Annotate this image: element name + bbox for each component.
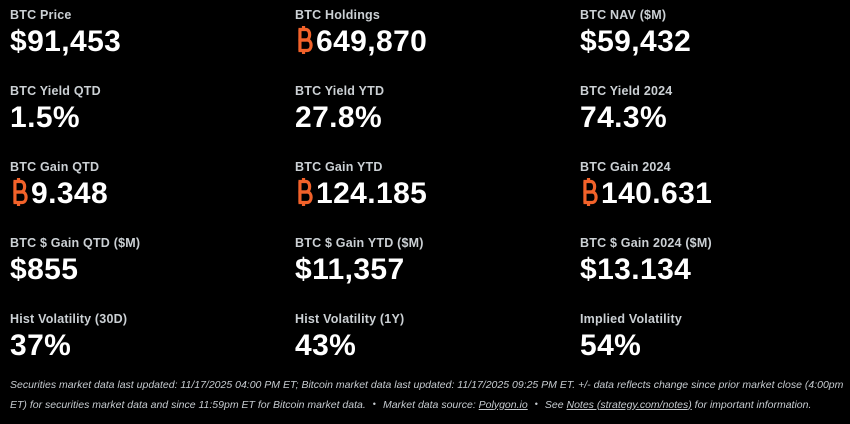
metric-number: 649,870 bbox=[316, 25, 428, 58]
metric-cell: BTC Yield YTD 27.8% bbox=[295, 84, 580, 160]
metric-label: BTC Yield QTD bbox=[10, 84, 101, 98]
currency-prefix: $ bbox=[10, 253, 28, 286]
metric-cell: BTC Price $91,453 bbox=[10, 8, 295, 84]
metric-value: $13.134 bbox=[580, 254, 850, 286]
metric-value: $855 bbox=[10, 254, 295, 286]
bitcoin-icon bbox=[295, 178, 315, 206]
metric-label: BTC $ Gain QTD ($M) bbox=[10, 236, 141, 250]
metric-cell: Hist Volatility (30D) 37% bbox=[10, 312, 295, 388]
metric-number: 27.8% bbox=[295, 101, 383, 134]
metric-label: Hist Volatility (30D) bbox=[10, 312, 128, 326]
metric-label: BTC NAV ($M) bbox=[580, 8, 667, 22]
metric-value: $11,357 bbox=[295, 254, 580, 286]
notes-link[interactable]: Notes (strategy.com/notes) bbox=[566, 398, 692, 411]
bullet-separator: • bbox=[534, 398, 538, 409]
metric-cell: Implied Volatility 54% bbox=[580, 312, 850, 388]
metric-cell: BTC Gain YTD 124.185 bbox=[295, 160, 580, 236]
metric-value: $59,432 bbox=[580, 26, 850, 58]
currency-prefix: $ bbox=[295, 253, 313, 286]
metric-value: 9.348 bbox=[10, 178, 295, 210]
metric-number: 43% bbox=[295, 329, 357, 362]
metric-value: $91,453 bbox=[10, 26, 295, 58]
bitcoin-icon bbox=[295, 26, 315, 54]
metric-number: 91,453 bbox=[27, 25, 122, 58]
metric-label: BTC Gain QTD bbox=[10, 160, 100, 174]
metric-value: 124.185 bbox=[295, 178, 580, 210]
metric-label: BTC $ Gain YTD ($M) bbox=[295, 236, 424, 250]
metric-value: 649,870 bbox=[295, 26, 580, 58]
metric-cell: BTC $ Gain 2024 ($M) $13.134 bbox=[580, 236, 850, 312]
currency-prefix: $ bbox=[580, 25, 598, 58]
bullet-separator: • bbox=[372, 398, 376, 409]
footer-notes-prefix: See bbox=[544, 398, 567, 411]
metric-number: 13.134 bbox=[597, 253, 692, 286]
metric-value: 54% bbox=[580, 330, 850, 362]
currency-prefix: $ bbox=[10, 25, 28, 58]
metrics-grid: BTC Price $91,453 BTC Holdings 649,870 B… bbox=[10, 8, 850, 388]
metric-cell: BTC Yield 2024 74.3% bbox=[580, 84, 850, 160]
metric-number: 124.185 bbox=[316, 177, 428, 210]
metric-number: 140.631 bbox=[601, 177, 713, 210]
metric-label: BTC Gain 2024 bbox=[580, 160, 671, 174]
metric-label: BTC Yield YTD bbox=[295, 84, 385, 98]
metric-cell: BTC NAV ($M) $59,432 bbox=[580, 8, 850, 84]
metric-label: BTC Price bbox=[10, 8, 72, 22]
metric-label: BTC Gain YTD bbox=[295, 160, 383, 174]
metric-value: 1.5% bbox=[10, 102, 295, 134]
footer-update-text: Securities market data last updated: 11/… bbox=[10, 379, 844, 411]
metric-label: Implied Volatility bbox=[580, 312, 682, 326]
metric-cell: Hist Volatility (1Y) 43% bbox=[295, 312, 580, 388]
metric-number: 59,432 bbox=[597, 25, 692, 58]
metric-number: 855 bbox=[27, 253, 79, 286]
footer-disclaimer: Securities market data last updated: 11/… bbox=[10, 376, 844, 414]
metric-number: 1.5% bbox=[10, 101, 80, 134]
metric-cell: BTC Holdings 649,870 bbox=[295, 8, 580, 84]
footer-source-label: Market data source: bbox=[382, 398, 479, 411]
metric-cell: BTC Gain QTD 9.348 bbox=[10, 160, 295, 236]
metric-cell: BTC Gain 2024 140.631 bbox=[580, 160, 850, 236]
bitcoin-icon bbox=[580, 178, 600, 206]
metric-number: 37% bbox=[10, 329, 72, 362]
metric-label: BTC Holdings bbox=[295, 8, 381, 22]
metric-value: 37% bbox=[10, 330, 295, 362]
metric-label: Hist Volatility (1Y) bbox=[295, 312, 405, 326]
footer-notes-suffix: for important information. bbox=[691, 398, 812, 411]
metric-value: 43% bbox=[295, 330, 580, 362]
metric-label: BTC Yield 2024 bbox=[580, 84, 673, 98]
metric-cell: BTC $ Gain QTD ($M) $855 bbox=[10, 236, 295, 312]
bitcoin-icon bbox=[10, 178, 30, 206]
polygon-link[interactable]: Polygon.io bbox=[478, 398, 528, 411]
metric-value: 74.3% bbox=[580, 102, 850, 134]
metric-cell: BTC Yield QTD 1.5% bbox=[10, 84, 295, 160]
metric-label: BTC $ Gain 2024 ($M) bbox=[580, 236, 712, 250]
metric-number: 74.3% bbox=[580, 101, 668, 134]
metric-value: 27.8% bbox=[295, 102, 580, 134]
metric-number: 11,357 bbox=[312, 253, 405, 286]
metric-value: 140.631 bbox=[580, 178, 850, 210]
currency-prefix: $ bbox=[580, 253, 598, 286]
metric-number: 54% bbox=[580, 329, 642, 362]
metric-number: 9.348 bbox=[31, 177, 109, 210]
metric-cell: BTC $ Gain YTD ($M) $11,357 bbox=[295, 236, 580, 312]
